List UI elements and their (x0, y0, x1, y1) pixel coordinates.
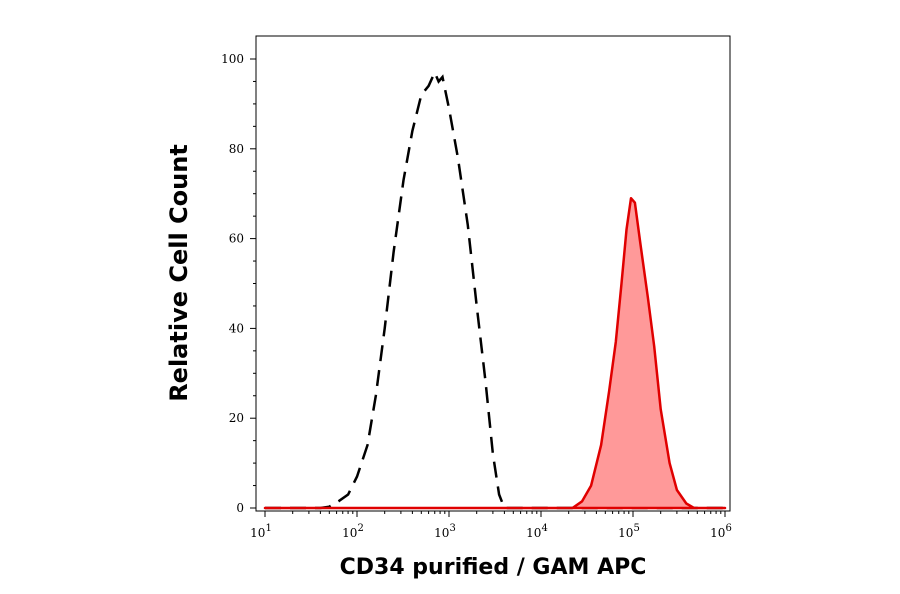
y-tick-label: 60 (229, 232, 244, 246)
x-tick-label: 101 (250, 523, 272, 540)
x-axis-title: CD34 purified / GAM APC (340, 555, 647, 580)
x-tick-label: 106 (710, 523, 732, 540)
y-tick-label: 0 (236, 501, 244, 515)
y-axis: 0 20 40 60 80 100 (221, 52, 256, 515)
x-tick-label: 103 (434, 523, 456, 540)
x-tick-label: 102 (342, 523, 364, 540)
series-layer (263, 69, 727, 510)
y-tick-label: 40 (229, 321, 244, 335)
x-tick-label: 104 (526, 523, 548, 540)
series-1-dashed-histogram (265, 69, 725, 510)
x-tick-label: 105 (618, 523, 640, 540)
y-tick-label: 100 (221, 52, 244, 66)
y-axis-title: Relative Cell Count (165, 144, 193, 402)
y-tick-label: 20 (229, 411, 244, 425)
series-2-filled-histogram (263, 196, 727, 510)
y-tick-label: 80 (229, 142, 244, 156)
x-axis: 101 102 103 104 105 106 (250, 511, 732, 540)
